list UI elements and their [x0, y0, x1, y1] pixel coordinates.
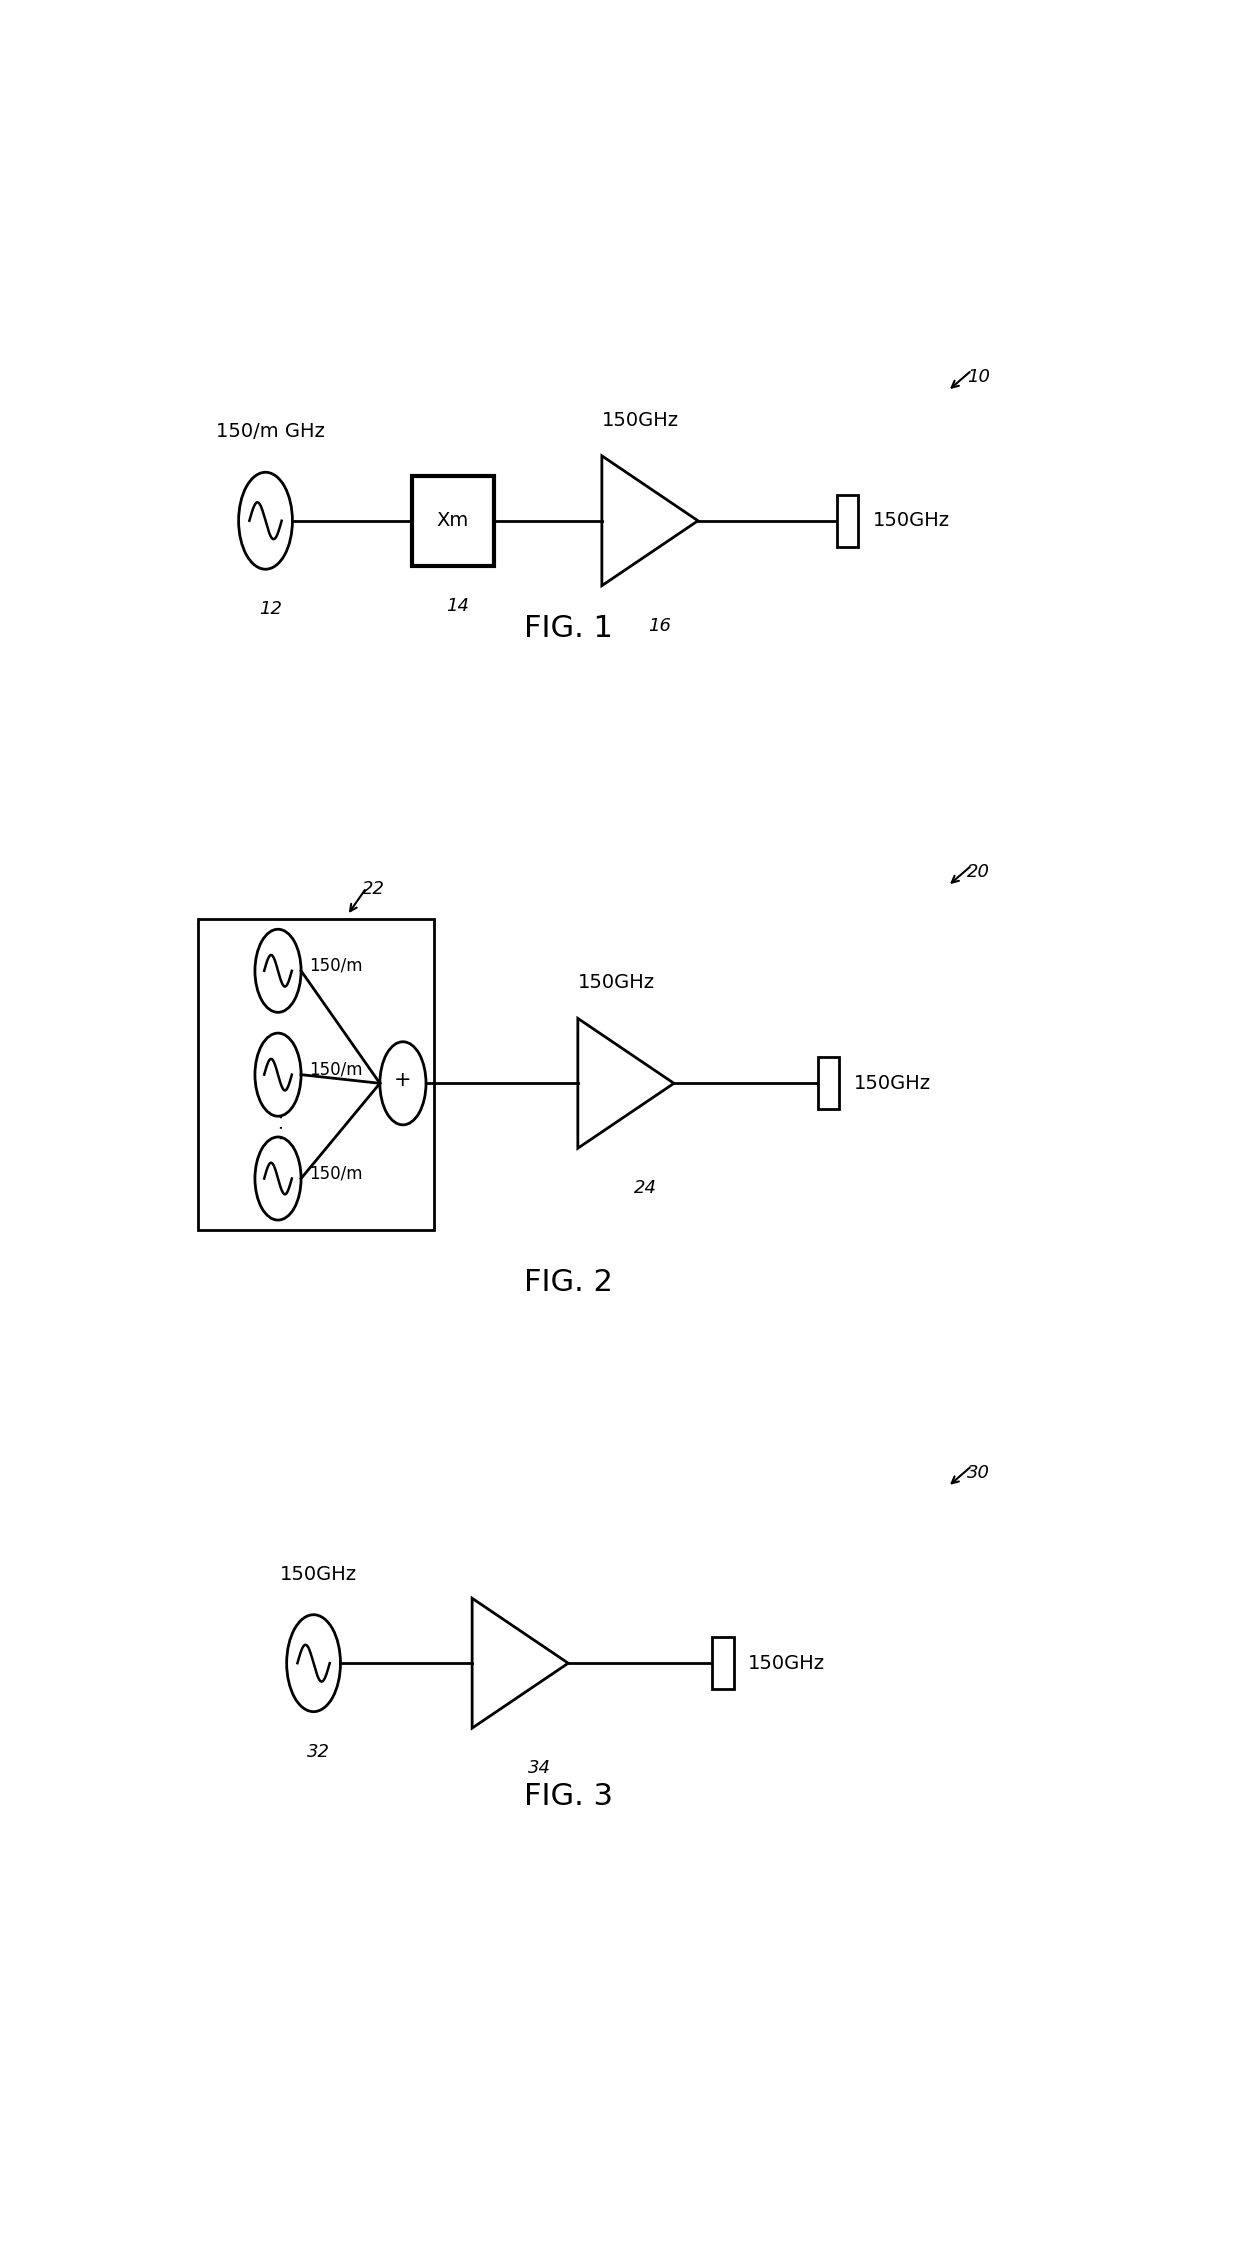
- Text: 150GHz: 150GHz: [280, 1565, 357, 1583]
- Text: 150/m: 150/m: [309, 1061, 362, 1079]
- Text: 150GHz: 150GHz: [578, 973, 655, 991]
- Text: FIG. 3: FIG. 3: [523, 1783, 613, 1812]
- Text: 16: 16: [649, 616, 671, 634]
- Text: . . .: . . .: [269, 1113, 286, 1140]
- Bar: [412, 477, 494, 566]
- Text: 24: 24: [634, 1180, 657, 1198]
- Bar: [837, 495, 858, 546]
- Text: 32: 32: [306, 1742, 330, 1760]
- Text: 34: 34: [528, 1760, 551, 1778]
- Bar: [712, 1637, 734, 1688]
- Text: FIG. 1: FIG. 1: [523, 614, 613, 643]
- Bar: [818, 1057, 839, 1108]
- Text: 150/m: 150/m: [309, 958, 362, 976]
- Text: 10: 10: [967, 369, 990, 387]
- Text: 150/m GHz: 150/m GHz: [216, 423, 325, 441]
- Text: 20: 20: [967, 863, 990, 881]
- Text: 22: 22: [362, 881, 384, 899]
- Text: Xm: Xm: [436, 510, 469, 531]
- Text: 14: 14: [446, 598, 469, 616]
- Text: +: +: [394, 1070, 412, 1090]
- Bar: [198, 919, 434, 1230]
- Text: 150GHz: 150GHz: [748, 1655, 825, 1673]
- Text: 150GHz: 150GHz: [853, 1075, 931, 1093]
- Text: 30: 30: [967, 1463, 990, 1481]
- Text: FIG. 2: FIG. 2: [523, 1268, 613, 1297]
- Text: 150/m: 150/m: [309, 1164, 362, 1182]
- Text: 150GHz: 150GHz: [873, 510, 950, 531]
- Text: 12: 12: [259, 600, 281, 618]
- Text: 150GHz: 150GHz: [601, 411, 678, 429]
